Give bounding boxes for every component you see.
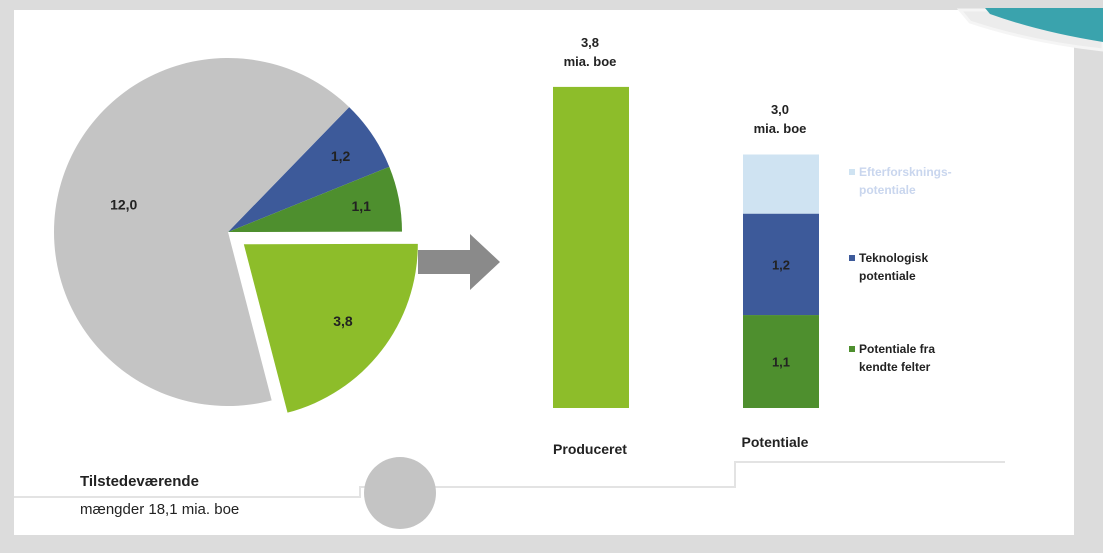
legend-label-kendte-felter-2: kendte felter xyxy=(859,360,931,374)
pie-slice-1-1 xyxy=(228,166,402,232)
legend-swatch-efterforskning xyxy=(849,169,855,175)
pie-label-1-1: 1,1 xyxy=(351,198,371,214)
legend-label-teknologisk-1: Teknologisk xyxy=(859,251,928,265)
pie-label-3-8: 3,8 xyxy=(333,313,353,329)
pie-slice-3-8 xyxy=(243,243,418,413)
total-label-produceret-value: 3,8 xyxy=(581,35,599,50)
decorative-circle xyxy=(364,457,436,529)
pie-caption-line2: mængder 18,1 mia. boe xyxy=(80,501,239,518)
total-label-potentiale-unit: mia. boe xyxy=(754,121,807,136)
bar-segment-kendte-felter xyxy=(743,315,819,408)
bottom-connector-line xyxy=(14,461,1005,498)
legend-swatch-teknologisk xyxy=(849,255,855,261)
legend-label-efterforskning-2: potentiale xyxy=(859,183,916,197)
bar-segment-efterforskning xyxy=(743,154,819,214)
category-label-produceret: Produceret xyxy=(553,441,627,457)
pie-slice-12-0 xyxy=(53,57,350,407)
bar-produceret xyxy=(553,86,629,409)
legend-swatch-kendte-felter xyxy=(849,346,855,352)
legend-label-teknologisk-2: potentiale xyxy=(859,269,916,283)
corner-accent xyxy=(956,8,1103,52)
total-label-potentiale-value: 3,0 xyxy=(771,102,789,117)
legend: Efterforsknings- potentiale Teknologisk … xyxy=(849,165,952,374)
bar-segment-teknologisk-label: 1,2 xyxy=(772,257,790,272)
pie-caption-line1: Tilstedeværende xyxy=(80,473,199,490)
pie-slice-1-2 xyxy=(228,107,390,232)
pie-label-1-2: 1,2 xyxy=(331,148,351,164)
bar-segment-kendte-felter-label: 1,1 xyxy=(772,355,790,370)
arrow-icon xyxy=(418,234,500,290)
pie-label-12-0: 12,0 xyxy=(110,196,137,212)
pie-chart: 1,2 1,1 3,8 12,0 xyxy=(53,57,418,413)
total-label-produceret-unit: mia. boe xyxy=(564,54,617,69)
bar-chart: 1,1 1,2 xyxy=(553,86,819,409)
bar-segment-teknologisk xyxy=(743,213,819,316)
legend-label-efterforskning-1: Efterforsknings- xyxy=(859,165,952,179)
legend-label-kendte-felter-1: Potentiale fra xyxy=(859,342,935,356)
category-label-potentiale: Potentiale xyxy=(742,434,809,450)
